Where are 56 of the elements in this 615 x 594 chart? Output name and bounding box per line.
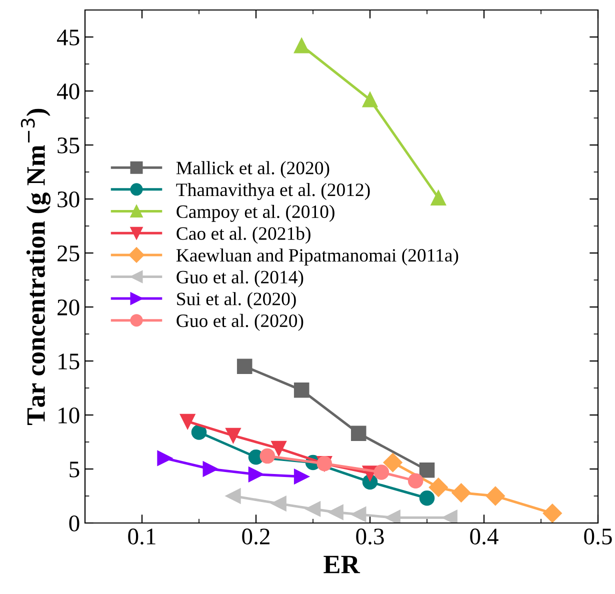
y-tick-label: 45	[56, 30, 80, 46]
point	[362, 92, 378, 108]
x-tick-label: 0.3	[356, 528, 384, 545]
point	[180, 414, 196, 430]
y-tick-label: 10	[58, 407, 80, 424]
y-tick-label: 0	[69, 515, 80, 532]
point	[271, 440, 286, 456]
legend-label: Guo et al. (2020)	[176, 314, 304, 331]
point	[419, 462, 435, 478]
point	[383, 452, 402, 472]
point	[430, 190, 446, 206]
point	[305, 501, 321, 517]
point	[236, 358, 252, 374]
legend-label: Thamavithya et al. (2012)	[176, 182, 370, 200]
legend-label: Sui et al. (2020)	[177, 292, 296, 310]
legend-label: Guo et al. (2014)	[176, 270, 304, 288]
y-tick-label: 15	[58, 354, 80, 370]
point	[271, 496, 286, 512]
y-tick-label: 20	[58, 299, 80, 316]
point	[452, 483, 471, 502]
point	[419, 490, 435, 506]
point	[294, 468, 310, 484]
y-tick-label: 5	[70, 462, 80, 478]
legend-label: Kaewluan and Pipatmanomai (2011a)	[176, 248, 458, 266]
point	[442, 510, 458, 523]
point	[260, 448, 276, 464]
y-axis-title: Tar concentration (g Nm$^{−3}$)	[20, 108, 51, 425]
point	[191, 424, 207, 440]
point	[328, 504, 344, 520]
point	[408, 473, 424, 489]
point	[542, 504, 562, 523]
legend-label: Cao et al. (2021b)	[176, 226, 310, 244]
legend-label: Mallick et al. (2020)	[176, 161, 330, 178]
y-tick-label: 40	[56, 83, 80, 100]
point	[350, 506, 366, 522]
point	[374, 464, 390, 480]
point	[202, 461, 218, 477]
y-tick-label: 30	[58, 191, 80, 208]
x-tick-label: 0.5	[584, 528, 612, 545]
point	[350, 426, 366, 441]
x-axis-title: ER	[324, 556, 360, 574]
point	[428, 478, 448, 497]
x-tick-label: 0.2	[242, 528, 270, 545]
point	[157, 450, 172, 466]
point	[385, 510, 400, 523]
point	[294, 382, 310, 398]
legend-label: Campoy et al. (2010)	[176, 204, 334, 222]
point	[226, 428, 241, 444]
point	[294, 38, 310, 54]
point	[486, 486, 505, 506]
x-tick-label: 0.1	[128, 528, 156, 545]
point	[226, 488, 241, 504]
x-tick-label: 0.4	[470, 528, 498, 545]
y-tick-label: 35	[58, 138, 80, 154]
y-tick-label: 25	[58, 246, 80, 262]
point	[248, 466, 264, 482]
